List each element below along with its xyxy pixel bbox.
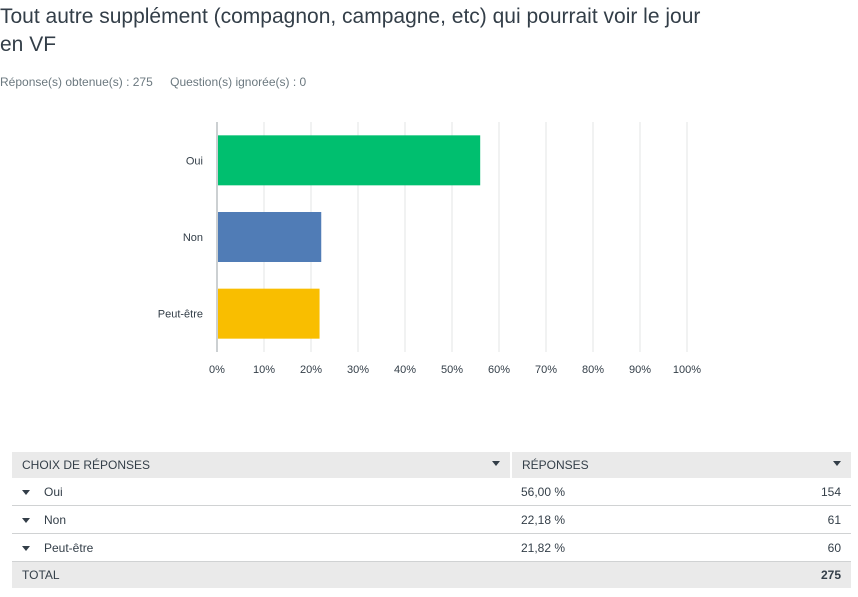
total-value: 275 (720, 561, 851, 588)
table-row: Peut-être 21,82 % 60 (12, 533, 851, 562)
choice-label: Oui (44, 484, 63, 499)
sort-caret-icon[interactable] (492, 461, 500, 466)
percent-cell: 21,82 % (511, 533, 721, 562)
x-tick-label: 10% (253, 364, 275, 376)
category-label: Oui (186, 155, 203, 167)
count-cell: 154 (720, 478, 851, 506)
table-header-row: CHOIX DE RÉPONSES RÉPONSES (12, 452, 851, 478)
header-choice[interactable]: CHOIX DE RÉPONSES (12, 452, 511, 478)
expand-caret-icon[interactable] (22, 517, 30, 523)
choice-label: Non (44, 512, 67, 527)
x-tick-label: 40% (394, 364, 416, 376)
count-cell: 60 (720, 533, 851, 562)
bar (218, 288, 320, 339)
percent-cell: 22,18 % (511, 505, 721, 534)
count-cell: 61 (720, 505, 851, 534)
header-responses-label: RÉPONSES (522, 458, 589, 472)
bar-chart: 0% 10% 20% 30% 40% 50% 60% 70% 80% 90% 100% Oui Non P… (158, 122, 701, 376)
question-title: Tout autre supplément (compagnon, campag… (0, 3, 858, 59)
category-label: Non (183, 232, 203, 244)
answered-count: Réponse(s) obtenue(s) : 275 (0, 75, 153, 89)
x-tick-label: 80% (582, 364, 604, 376)
choice-cell[interactable]: Non (12, 505, 511, 534)
x-tick-label: 50% (441, 364, 463, 376)
x-tick-label: 30% (347, 364, 369, 376)
expand-caret-icon[interactable] (22, 545, 30, 551)
x-tick-label: 100% (673, 364, 701, 376)
question-title-line1: Tout autre supplément (compagnon, campag… (0, 5, 701, 28)
expand-caret-icon[interactable] (22, 489, 30, 495)
table-row: Oui 56,00 % 154 (12, 478, 851, 506)
total-row: TOTAL 275 (12, 561, 851, 588)
responses-table: CHOIX DE RÉPONSES RÉPONSES Oui 56,00 % 1… (12, 452, 851, 588)
choice-cell[interactable]: Oui (12, 478, 511, 506)
x-tick-label: 90% (629, 364, 651, 376)
header-responses[interactable]: RÉPONSES (510, 452, 851, 478)
x-tick-label: 0% (209, 364, 225, 376)
response-stats: Réponse(s) obtenue(s) : 275 Question(s) … (0, 75, 320, 89)
table-row: Non 22,18 % 61 (12, 505, 851, 534)
x-tick-label: 70% (535, 364, 557, 376)
question-title-line2: en VF (0, 33, 57, 56)
skipped-count: Question(s) ignorée(s) : 0 (170, 75, 307, 89)
x-tick-label: 60% (488, 364, 510, 376)
bar (218, 212, 322, 262)
total-spacer (511, 561, 721, 588)
total-label: TOTAL (12, 561, 511, 588)
category-label: Peut-être (158, 309, 203, 321)
sort-caret-icon[interactable] (833, 461, 841, 466)
bar (218, 135, 481, 186)
choice-label: Peut-être (44, 540, 94, 555)
percent-cell: 56,00 % (511, 478, 721, 506)
header-choice-label: CHOIX DE RÉPONSES (22, 458, 151, 472)
x-tick-label: 20% (300, 364, 322, 376)
choice-cell[interactable]: Peut-être (12, 533, 511, 562)
